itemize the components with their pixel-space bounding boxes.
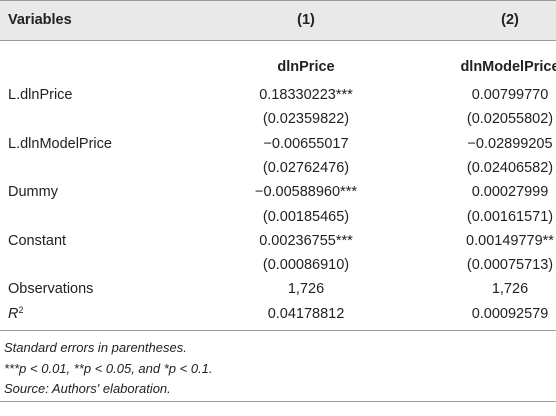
row-value-c1: 0.04178812 xyxy=(267,306,345,322)
row-value-c1: (0.02359822) xyxy=(262,111,350,127)
row-value-c1: −0.00655017 xyxy=(263,136,349,152)
dependent-var-1: dlnPrice xyxy=(277,59,335,75)
row-label-text: L.dlnModelPrice xyxy=(8,136,112,152)
header-variables: Variables xyxy=(8,12,72,28)
row-value-c2: (0.00075713) xyxy=(466,257,554,273)
row-value-c2: (0.00161571) xyxy=(466,209,554,225)
row-label: Constant xyxy=(8,232,66,250)
row-value-c1: (0.00185465) xyxy=(262,209,350,225)
row-label: Observations xyxy=(8,280,93,298)
bottom-rule xyxy=(0,330,556,331)
row-label: R2 xyxy=(8,305,24,323)
row-label-superscript: 2 xyxy=(18,305,24,315)
row-value-c2: 0.00027999 xyxy=(471,184,549,200)
row-label: L.dlnPrice xyxy=(8,86,72,104)
row-label-text: Dummy xyxy=(8,184,58,200)
row-value-c1: 0.18330223*** xyxy=(259,87,353,103)
row-label: Dummy xyxy=(8,183,58,201)
row-value-c2: (0.02055802) xyxy=(466,111,554,127)
row-value-c2: (0.02406582) xyxy=(466,160,554,176)
row-value-c1: 1,726 xyxy=(287,281,325,297)
header-col1: (1) xyxy=(297,12,315,28)
row-label: L.dlnModelPrice xyxy=(8,135,112,153)
row-value-c1: 0.00236755*** xyxy=(259,233,353,249)
row-label-text: Constant xyxy=(8,233,67,249)
row-label-text: Observations xyxy=(8,281,94,297)
footer-rule xyxy=(0,401,556,402)
table-header xyxy=(0,0,556,40)
row-value-c2: 0.00092579 xyxy=(471,306,549,322)
row-label-text: R xyxy=(8,306,19,322)
note-significance: ***p < 0.01, **p < 0.05, and *p < 0.1. xyxy=(4,361,213,376)
top-rule xyxy=(0,0,556,1)
row-label-text: L.dlnPrice xyxy=(8,87,73,103)
row-value-c1: (0.02762476) xyxy=(262,160,350,176)
row-value-c2: 0.00149779** xyxy=(466,233,554,249)
row-value-c2: 1,726 xyxy=(491,281,529,297)
header-rule xyxy=(0,40,556,41)
row-value-c2: −0.02899205 xyxy=(467,136,553,152)
note-standard-errors: Standard errors in parentheses. xyxy=(4,340,187,355)
note-source: Source: Authors' elaboration. xyxy=(4,381,171,396)
row-value-c2: 0.00799770 xyxy=(471,87,549,103)
row-value-c1: −0.00588960*** xyxy=(254,184,357,200)
row-value-c1: (0.00086910) xyxy=(262,257,350,273)
header-col2: (2) xyxy=(501,12,519,28)
dependent-var-2: dlnModelPrice xyxy=(460,59,556,75)
